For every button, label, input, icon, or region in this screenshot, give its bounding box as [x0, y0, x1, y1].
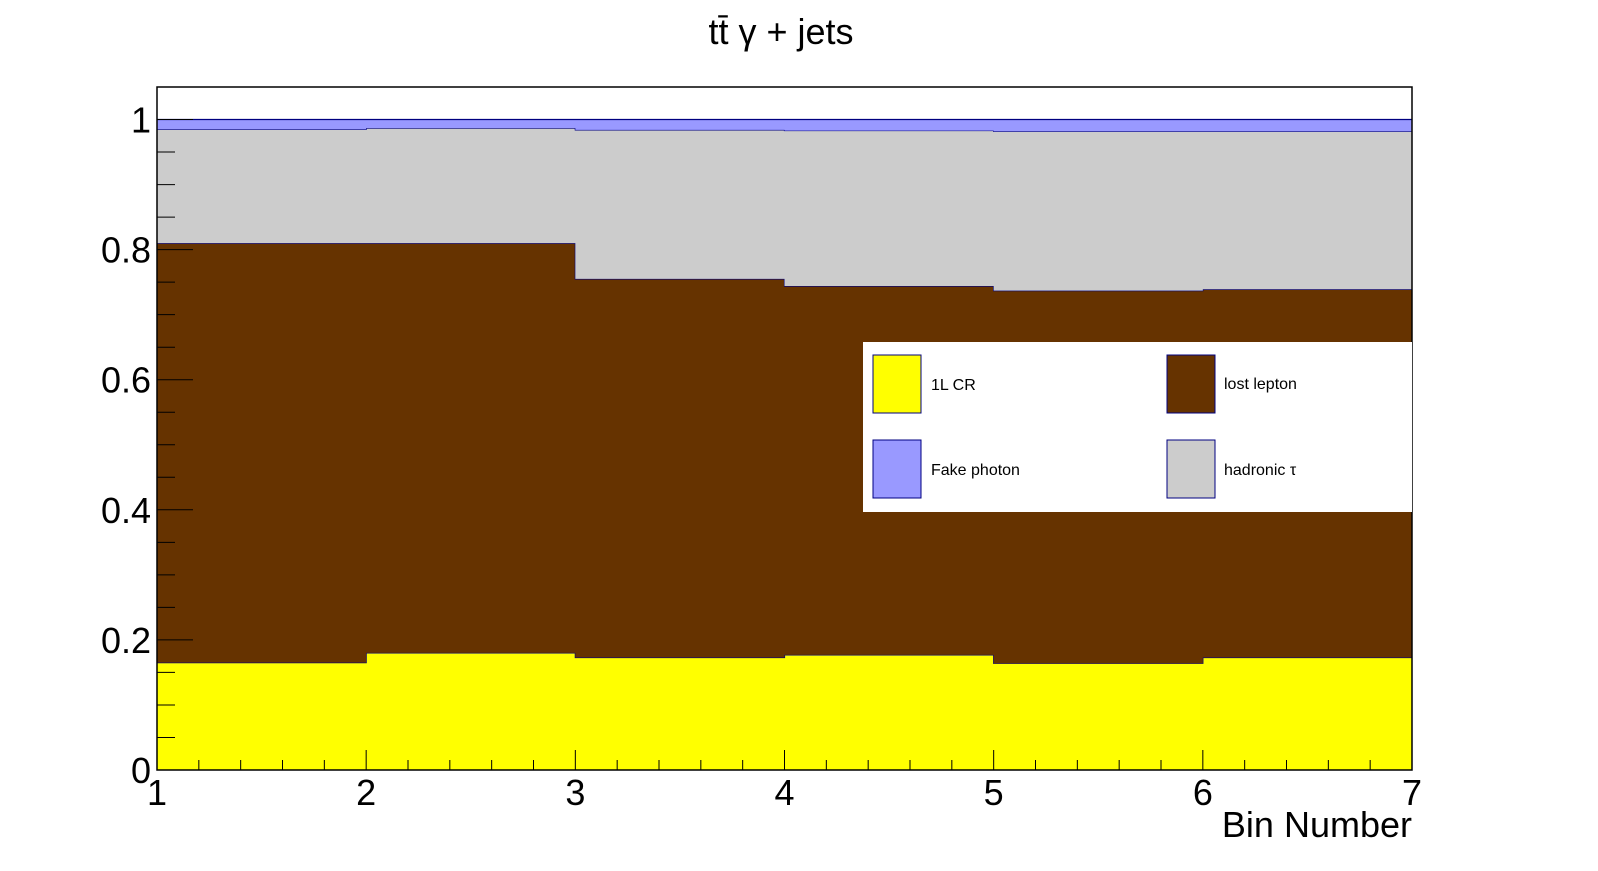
x-tick-label: 5 — [984, 772, 1004, 813]
x-axis-ticks: 1 2 3 4 5 6 7 — [147, 750, 1422, 813]
x-axis-title: Bin Number — [1222, 804, 1412, 845]
legend-label-fake-photon: Fake photon — [931, 462, 1020, 479]
legend-label-lost-lepton: lost lepton — [1224, 376, 1297, 393]
legend-swatch-hadronic- — [1166, 439, 1216, 499]
area-hadronic- — [157, 127, 1412, 291]
x-tick-label: 1 — [147, 772, 167, 813]
x-tick-label: 4 — [774, 772, 794, 813]
legend-label-hadronic-: hadronic τ — [1224, 462, 1297, 479]
x-tick-label: 2 — [356, 772, 376, 813]
legend: 1L CR lost lepton Fake photon hadronic τ — [863, 342, 1412, 512]
area-1l-cr — [157, 652, 1412, 770]
x-tick-label: 7 — [1402, 772, 1422, 813]
legend-label-1l-cr: 1L CR — [931, 377, 976, 394]
area-fake-photon — [157, 119, 1412, 132]
legend-swatch-1l-cr — [872, 354, 922, 414]
x-tick-label: 3 — [565, 772, 585, 813]
legend-box — [863, 342, 1412, 512]
legend-swatch-lost-lepton — [1166, 354, 1216, 414]
x-tick-label: 6 — [1193, 772, 1213, 813]
y-axis-ticks: 0 0.2 0.4 0.6 0.8 1 — [101, 100, 193, 791]
legend-swatch-fake-photon — [872, 439, 922, 499]
y-tick-label: 0.4 — [101, 490, 151, 531]
y-tick-label: 0.2 — [101, 620, 151, 661]
y-tick-label: 0 — [131, 750, 151, 791]
y-tick-label: 0.6 — [101, 360, 151, 401]
chart-title: tt̄ γ + jets — [708, 11, 853, 52]
y-tick-label: 0.8 — [101, 230, 151, 271]
y-tick-label: 1 — [131, 100, 151, 141]
